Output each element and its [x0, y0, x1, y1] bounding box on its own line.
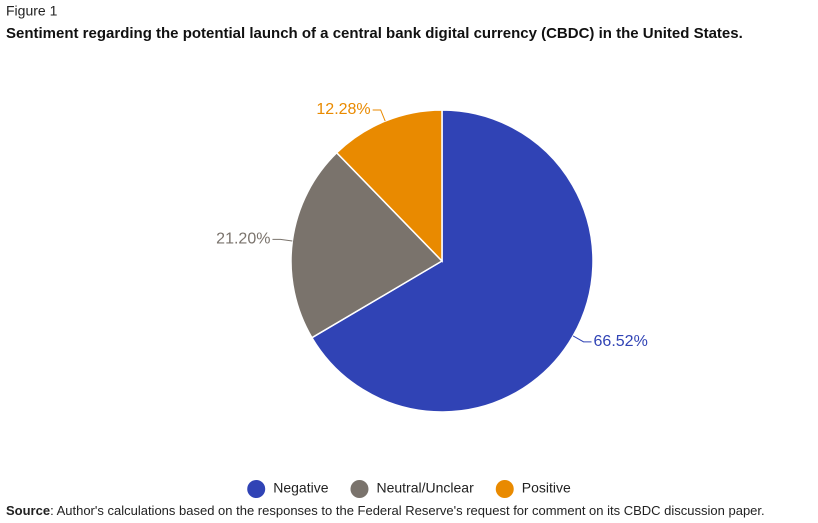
data-label: 66.52%: [594, 333, 648, 350]
leader-line: [572, 335, 592, 343]
legend-label: Neutral/Unclear: [376, 480, 474, 496]
chart-title: Sentiment regarding the potential launch…: [6, 25, 743, 42]
source: Source: Author's calculations based on t…: [6, 503, 765, 518]
leader-line: [272, 238, 293, 242]
leader-line: [372, 109, 386, 122]
source-text: : Author's calculations based on the res…: [50, 503, 765, 518]
data-label: 12.28%: [316, 101, 370, 118]
legend-marker: [247, 480, 266, 498]
figure-label: Figure 1: [6, 3, 58, 19]
legend-marker: [350, 480, 369, 498]
source-label: Source: [6, 503, 50, 518]
pie-slice: [310, 109, 594, 413]
legend-label: Negative: [273, 480, 328, 496]
legend-label: Positive: [522, 480, 571, 496]
data-label: 21.20%: [216, 231, 270, 248]
legend-marker: [495, 480, 514, 498]
